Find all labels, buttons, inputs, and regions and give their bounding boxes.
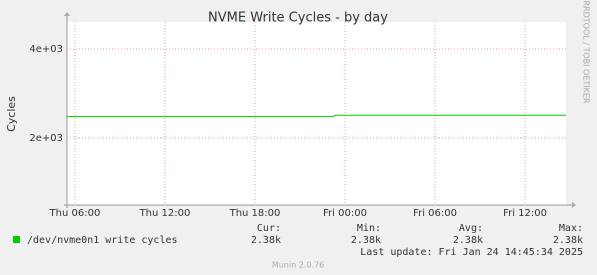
legend-swatch: [13, 236, 20, 243]
stat-value: 2.38k: [453, 235, 483, 246]
stat-value: 2.38k: [553, 235, 583, 246]
legend-label: /dev/nvme0n1 write cycles: [27, 235, 178, 246]
data-line: [67, 114, 566, 118]
stat-header: Cur:: [257, 223, 281, 234]
plot-area: [67, 22, 566, 205]
footer: Munin 2.0.76: [272, 261, 324, 270]
y-tick-label: 4e+03: [29, 44, 63, 55]
axis-arrow: [64, 12, 70, 16]
x-tick-label: Thu 12:00: [139, 208, 191, 219]
y-tick-label: 2e+03: [29, 133, 63, 144]
x-tick-label: Thu 18:00: [229, 208, 281, 219]
last-update: Last update: Fri Jan 24 14:45:34 2025: [360, 247, 583, 258]
stat-header: Avg:: [459, 223, 483, 234]
x-tick-label: Fri 12:00: [503, 208, 547, 219]
stat-header: Min:: [357, 223, 381, 234]
side-label: RRDTOOL / TOBI OETIKER: [582, 0, 591, 103]
stat-header: Max:: [559, 223, 583, 234]
x-tick-label: Fri 00:00: [323, 208, 367, 219]
y-axis-label: Cycles: [5, 96, 18, 132]
axis-arrow: [572, 202, 576, 208]
stat-value: 2.38k: [251, 235, 281, 246]
x-tick-label: Thu 06:00: [49, 208, 101, 219]
stat-value: 2.38k: [351, 235, 381, 246]
chart-title: NVME Write Cycles - by day: [208, 11, 388, 26]
x-tick-label: Fri 06:00: [413, 208, 457, 219]
